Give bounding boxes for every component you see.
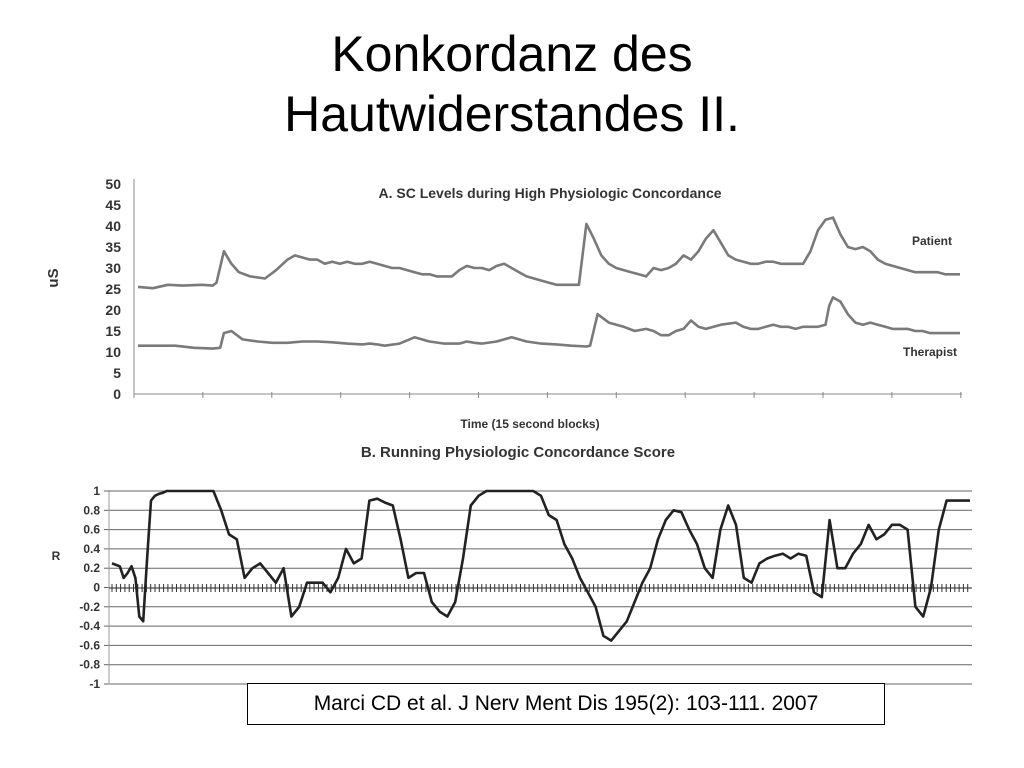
chart-b-ytick-label: -0.4 (79, 619, 100, 633)
legend-patient: Patient (912, 234, 952, 248)
chart-b-ytick-label: 0.8 (83, 503, 100, 517)
chart-b-ytick-label: -0.6 (79, 638, 100, 652)
patient-line (137, 216, 960, 290)
chart-b: B. Running Physiologic Concordance Score… (52, 444, 972, 691)
chart-b-x-ticks (111, 584, 969, 592)
chart-a-ytick-label: 45 (105, 197, 121, 213)
chart-a-ytick-label: 25 (105, 281, 121, 297)
therapist-line (138, 296, 960, 350)
chart-b-ytick-label: 0 (93, 581, 100, 595)
chart-a-ytick-label: 30 (105, 260, 121, 276)
chart-b-ylabel: R (52, 549, 61, 563)
chart-a-series (137, 216, 960, 350)
chart-b-y-tick-labels: -1 -0.8 -0.6 -0.4 -0.2 0 0.2 0.4 0.6 0.8 1 (79, 484, 100, 691)
chart-a-ytick-label: 40 (105, 218, 121, 234)
chart-a-y-tick-labels: 0 5 10 15 20 25 30 35 40 45 50 (105, 176, 121, 402)
chart-a-ytick-label: 35 (105, 239, 121, 255)
chart-a-ytick-label: 50 (105, 176, 121, 192)
chart-a-x-ticks (133, 392, 962, 398)
chart-a-ytick-label: 15 (105, 323, 121, 339)
chart-a-ytick-label: 20 (105, 302, 121, 318)
citation-box: Marci CD et al. J Nerv Ment Dis 195(2): … (247, 683, 885, 725)
chart-a-ytick-label: 10 (105, 344, 121, 360)
legend-therapist: Therapist (903, 345, 957, 359)
chart-b-ytick-label: 0.4 (83, 542, 100, 556)
chart-b-ytick-label: -0.8 (79, 658, 100, 672)
chart-a-ytick-label: 5 (113, 365, 121, 381)
chart-a-title: A. SC Levels during High Physiologic Con… (378, 185, 721, 201)
chart-a-xlabel: Time (15 second blocks) (460, 417, 599, 431)
chart-b-title: B. Running Physiologic Concordance Score (361, 444, 675, 461)
slide-title: Konkordanz des Hautwiderstandes II. (0, 24, 1024, 144)
chart-b-ytick-label: 0.2 (83, 561, 100, 575)
chart-a-ytick-label: 0 (113, 386, 121, 402)
slide-title-line1: Konkordanz des (331, 26, 693, 82)
chart-a: A. SC Levels during High Physiologic Con… (45, 176, 962, 431)
chart-b-ytick-label: -1 (89, 677, 100, 691)
concordance-score-line (111, 489, 970, 642)
chart-b-series (111, 489, 970, 642)
chart-b-ytick-label: 1 (93, 484, 100, 498)
chart-b-ytick-label: 0.6 (83, 523, 100, 537)
chart-b-ytick-label: -0.2 (79, 600, 100, 614)
chart-a-ylabel: uS (45, 268, 62, 287)
slide-title-line2: Hautwiderstandes II. (284, 86, 740, 142)
